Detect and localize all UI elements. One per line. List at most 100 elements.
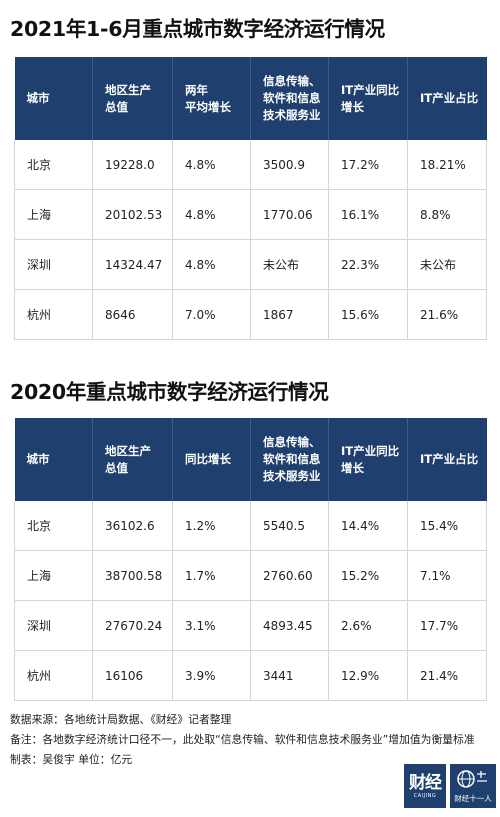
value-cell: 38700.58 xyxy=(92,550,173,601)
column-header-line: 总值 xyxy=(105,99,128,114)
data-source-note: 数据来源：各地统计局数据、《财经》记者整理 xyxy=(10,713,232,726)
city-cell: 深圳 xyxy=(14,600,93,651)
table-row: 北京 19228.0 4.8% 3500.9 17.2% 18.21% xyxy=(14,140,487,190)
value-cell: 7.0% xyxy=(172,289,251,340)
column-header-line: 信息传输、 xyxy=(263,74,321,88)
value-cell: 2760.60 xyxy=(250,550,329,601)
value-cell: 5540.5 xyxy=(250,501,329,551)
value-cell: 15.2% xyxy=(328,550,408,601)
column-header-line: 软件和信息 xyxy=(263,91,321,105)
value-cell: 16106 xyxy=(92,650,173,701)
value-cell: 1.7% xyxy=(172,550,251,601)
column-header-line: 城市 xyxy=(26,452,50,466)
value-cell: 15.6% xyxy=(328,289,408,340)
value-cell: 4.8% xyxy=(172,140,251,190)
column-header: IT产业同比 增长 xyxy=(328,57,408,140)
value-cell: 7.1% xyxy=(407,550,487,601)
value-cell: 1.2% xyxy=(172,501,251,551)
city-cell: 北京 xyxy=(14,501,93,551)
column-header-line: 地区生产 xyxy=(105,443,151,458)
value-cell: 27670.24 xyxy=(92,600,173,651)
column-header-line: IT产业同比 xyxy=(341,443,400,458)
table-row: 上海 20102.53 4.8% 1770.06 16.1% 8.8% xyxy=(14,189,487,240)
value-cell: 4.8% xyxy=(172,239,251,290)
eleven-logo: 财经十一人 xyxy=(450,764,496,808)
value-cell: 未公布 xyxy=(407,239,487,290)
eleven-logo-text: 财经十一人 xyxy=(454,794,492,803)
table-row: 杭州 8646 7.0% 1867 15.6% 21.6% xyxy=(14,289,487,340)
value-cell: 1867 xyxy=(250,289,329,340)
value-cell: 17.2% xyxy=(328,140,408,190)
city-cell: 上海 xyxy=(14,189,93,240)
column-header-line: 技术服务业 xyxy=(263,108,321,122)
column-header: 城市 xyxy=(14,57,93,140)
caijing-logo: 财经 CAIJING xyxy=(404,764,446,808)
table-2021-h1: 城市 地区生产 总值 两年 平均增长 信息传输、 软件和信息 技术服务业 IT产业同比 增长 IT产… xyxy=(14,57,487,340)
column-header-line: 技术服务业 xyxy=(263,469,321,483)
column-header-line: 增长 xyxy=(341,99,364,114)
column-header-line: 平均增长 xyxy=(185,99,231,114)
table-row: 上海 38700.58 1.7% 2760.60 15.2% 7.1% xyxy=(14,550,487,601)
value-cell: 21.6% xyxy=(407,289,487,340)
column-header: 两年 平均增长 xyxy=(172,57,251,140)
value-cell: 21.4% xyxy=(407,650,487,701)
table-header-row: 城市 地区生产 总值 两年 平均增长 信息传输、 软件和信息 技术服务业 IT产业同比 增长 IT产… xyxy=(14,57,487,140)
value-cell: 36102.6 xyxy=(92,501,173,551)
globe-icon xyxy=(457,770,487,788)
column-header: 信息传输、软件和信息技术服务业 xyxy=(250,418,329,501)
column-header: IT产业同比 增长 xyxy=(328,418,408,501)
value-cell: 4.8% xyxy=(172,189,251,240)
section1-title: 2021年1-6月重点城市数字经济运行情况 xyxy=(10,17,385,41)
value-cell: 3500.9 xyxy=(250,140,329,190)
value-cell: 3.9% xyxy=(172,650,251,701)
city-cell: 杭州 xyxy=(14,650,93,701)
column-header-line: 增长 xyxy=(341,460,364,475)
value-cell: 17.7% xyxy=(407,600,487,651)
column-header: IT产业占比 xyxy=(407,57,487,140)
city-cell: 北京 xyxy=(14,140,93,190)
value-cell: 4893.45 xyxy=(250,600,329,651)
value-cell: 未公布 xyxy=(250,239,329,290)
city-cell: 深圳 xyxy=(14,239,93,290)
column-header-line: 软件和信息 xyxy=(263,452,321,466)
caijing-logo-subtext: CAIJING xyxy=(413,792,437,799)
column-header-line: 总值 xyxy=(105,460,128,475)
value-cell: 12.9% xyxy=(328,650,408,701)
table-row: 北京 36102.6 1.2% 5540.5 14.4% 15.4% xyxy=(14,501,487,551)
value-cell: 3441 xyxy=(250,650,329,701)
column-header: 信息传输、软件和信息技术服务业 xyxy=(250,57,329,140)
footnotes: 数据来源：各地统计局数据、《财经》记者整理 备注：各地数字经济统计口径不一，此处… xyxy=(10,710,494,770)
table-row: 杭州 16106 3.9% 3441 12.9% 21.4% xyxy=(14,650,487,701)
column-header-line: IT产业占比 xyxy=(420,91,479,105)
value-cell: 15.4% xyxy=(407,501,487,551)
city-cell: 上海 xyxy=(14,550,93,601)
column-header: 城市 xyxy=(14,418,93,501)
value-cell: 18.21% xyxy=(407,140,487,190)
table-2020: 城市 地区生产 总值 同比增长 信息传输、 软件和信息 技术服务业 IT产业同比 增长 IT产业占… xyxy=(14,418,487,701)
value-cell: 1770.06 xyxy=(250,189,329,240)
value-cell: 14324.47 xyxy=(92,239,173,290)
value-cell: 8646 xyxy=(92,289,173,340)
column-header-line: 同比增长 xyxy=(185,452,231,466)
column-header: 地区生产 总值 xyxy=(92,57,173,140)
value-cell: 8.8% xyxy=(407,189,487,240)
value-cell: 16.1% xyxy=(328,189,408,240)
column-header-line: 地区生产 xyxy=(105,82,151,97)
maker-note: 制表：吴俊宇 单位：亿元 xyxy=(10,753,133,766)
value-cell: 14.4% xyxy=(328,501,408,551)
column-header: IT产业占比 xyxy=(407,418,487,501)
table-header-row: 城市 地区生产 总值 同比增长 信息传输、 软件和信息 技术服务业 IT产业同比 增长 IT产业占… xyxy=(14,418,487,501)
column-header-line: 两年 xyxy=(185,82,208,97)
city-cell: 杭州 xyxy=(14,289,93,340)
section2-title: 2020年重点城市数字经济运行情况 xyxy=(10,380,329,404)
value-cell: 20102.53 xyxy=(92,189,173,240)
column-header-line: IT产业占比 xyxy=(420,452,479,466)
value-cell: 19228.0 xyxy=(92,140,173,190)
value-cell: 3.1% xyxy=(172,600,251,651)
column-header-line: IT产业同比 xyxy=(341,82,400,97)
remark-note: 备注：各地数字经济统计口径不一，此处取“信息传输、软件和信息技术服务业”增加值为… xyxy=(10,733,475,746)
value-cell: 2.6% xyxy=(328,600,408,651)
column-header: 同比增长 xyxy=(172,418,251,501)
table-row: 深圳 27670.24 3.1% 4893.45 2.6% 17.7% xyxy=(14,600,487,651)
column-header-line: 信息传输、 xyxy=(263,435,321,449)
